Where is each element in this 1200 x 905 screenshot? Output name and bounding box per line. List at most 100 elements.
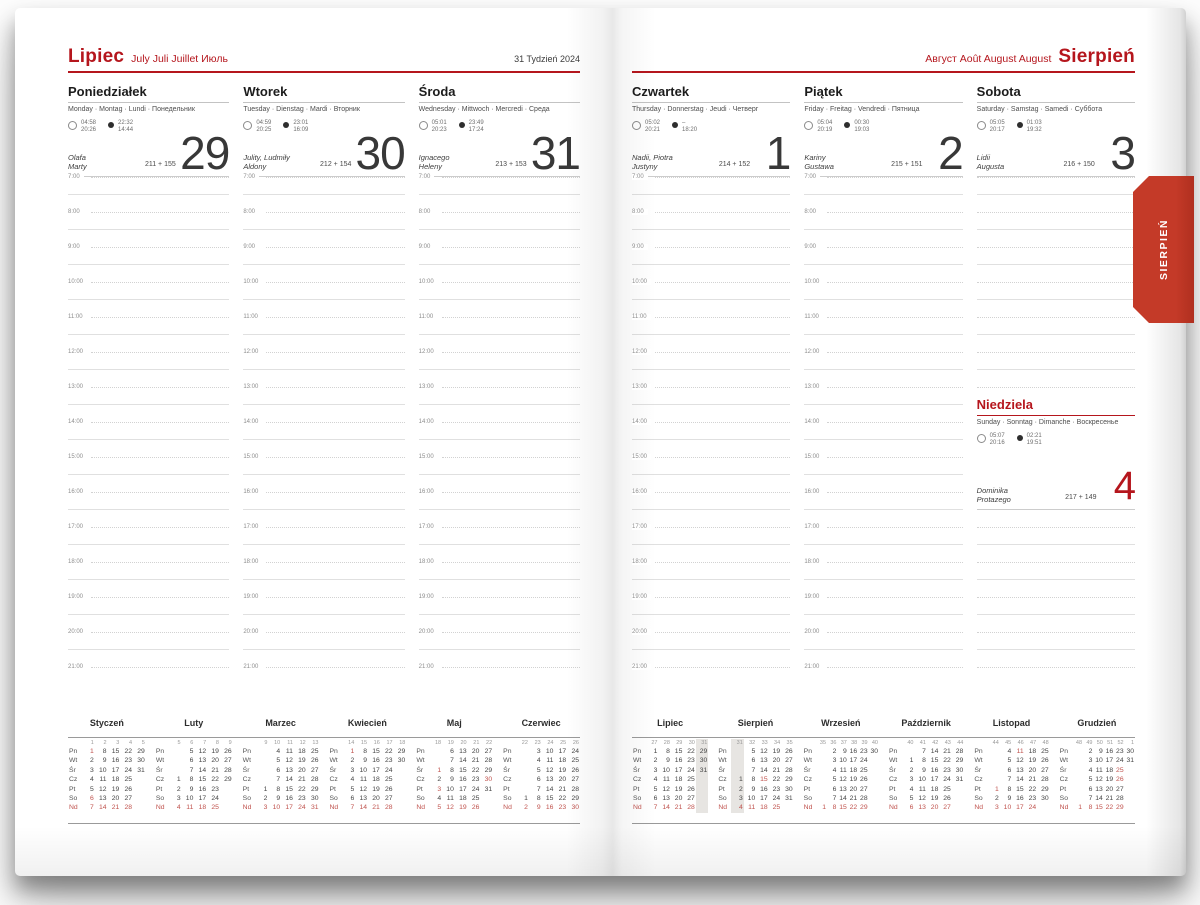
hour-label: 17:00 <box>632 524 652 530</box>
date-cell: 13 <box>918 804 926 812</box>
weekday-label: Pt <box>69 785 76 793</box>
moon-icon <box>1016 435 1023 441</box>
date-cell: 5 <box>751 748 756 755</box>
week-number: 15 <box>360 740 368 746</box>
date-cell <box>869 756 879 765</box>
week-number: 20 <box>460 740 467 746</box>
time-slot: 20:00 <box>804 629 963 667</box>
hour-label: 19:00 <box>68 594 88 600</box>
date-cell: 22 <box>1028 785 1037 793</box>
mini-calendar-kwiecien: Kwiecień 14 15 16 17 18 Pn 1 8 15 22 29 Wt 2 9 16 23 30 Śr… <box>329 718 407 813</box>
week-number: 10 <box>274 740 281 746</box>
weekday-label: So <box>718 795 727 803</box>
date-cell: 15 <box>372 748 380 755</box>
time-grid: 7:00 8:00 9:00 10:00 11:00 12:00 13:00 14:00 15:… <box>68 174 230 702</box>
weekday-label: Pt <box>974 785 981 793</box>
date-cell: 9 <box>666 757 670 765</box>
date-cell <box>695 803 709 813</box>
weekday-label: Wt <box>974 757 983 765</box>
hour-label: 15:00 <box>68 454 88 460</box>
date-cell: 16 <box>1105 748 1114 755</box>
date-cell <box>256 747 269 756</box>
time-slot: 15:00 <box>632 454 791 492</box>
month-tab-sierpien: SIERPIEŃ <box>1133 176 1194 323</box>
date-cell: 10 <box>98 766 107 774</box>
date-cell <box>781 803 794 812</box>
weekday-label: Wt <box>69 757 78 765</box>
hour-label: 9:00 <box>68 244 84 250</box>
day-name: Piątek <box>804 84 963 103</box>
time-slot: 15:00 <box>804 454 963 492</box>
moonset-time: 16:09 <box>293 126 309 133</box>
hour-label: 8:00 <box>243 209 260 215</box>
weekday-label: Wt <box>633 757 642 765</box>
hour-label: 15:00 <box>418 454 438 460</box>
date-cell: 29 <box>137 748 145 755</box>
date-cell: 28 <box>310 776 319 784</box>
date-cell: 26 <box>1041 757 1049 765</box>
date-cell: 21 <box>372 804 380 812</box>
date-cell: 4 <box>276 748 281 755</box>
date-cell: 20 <box>1105 785 1114 793</box>
sunset-time: 20:23 <box>431 126 447 133</box>
date-cell: 10 <box>839 757 847 765</box>
day-translations: Monday · Montag · Lundi · Понедельник <box>68 106 195 113</box>
date-cell: 20 <box>558 776 567 784</box>
date-cell <box>1125 766 1135 775</box>
date-cell: 16 <box>849 748 858 755</box>
hour-label: 8:00 <box>632 209 648 215</box>
sun-moon-times: 05:01 20:23 23:49 17:24 <box>418 120 580 133</box>
date-cell: 28 <box>224 766 232 774</box>
date-cell: 16 <box>1016 795 1024 803</box>
date-cell: 16 <box>285 795 293 803</box>
date-cell: 11 <box>918 785 926 793</box>
left-page-day-columns: Poniedziałek Monday · Montag · Lundi · П… <box>68 84 581 702</box>
date-cell: 30 <box>695 756 709 766</box>
hour-label: 10:00 <box>418 279 438 285</box>
date-cell: 11 <box>839 766 847 774</box>
moonrise-time: 23:01 <box>293 120 309 126</box>
date-cell <box>429 756 442 765</box>
date-cell: 15 <box>459 766 467 774</box>
weekday-label: Cz <box>69 776 78 784</box>
sunset-time: 20:21 <box>645 126 661 133</box>
date-cell: 30 <box>785 785 793 793</box>
date-cell <box>1073 766 1083 775</box>
date-cell: 1 <box>350 748 355 755</box>
date-cell <box>169 766 182 775</box>
hour-label: 7:00 <box>804 174 821 180</box>
date-cell: 19 <box>459 804 467 812</box>
date-cell: 14 <box>760 766 768 774</box>
date-cell: 13 <box>760 757 768 765</box>
time-slot: 18:00 <box>68 559 230 597</box>
time-slot: 10:00 <box>243 279 405 317</box>
date-cell: 10 <box>662 766 670 774</box>
date-cell: 24 <box>687 766 695 774</box>
day-of-year-counter: 216 + 150 <box>1063 161 1095 168</box>
day-translations: Sunday · Sonntag · Dimanche · Воскресень… <box>976 419 1119 426</box>
time-slot: 9:00 <box>418 244 581 282</box>
week-number: 42 <box>932 740 939 746</box>
date-cell: 4 <box>437 795 442 803</box>
weekday-label: Pn <box>803 748 812 755</box>
date-cell <box>817 794 827 803</box>
weekday-label: So <box>155 795 165 803</box>
date-cell: 29 <box>955 757 964 765</box>
date-cell: 14 <box>459 757 467 765</box>
hour-label: 15:00 <box>632 454 652 460</box>
day-column-czwartek: Czwartek Thursday · Donnerstag · Jeudi ·… <box>632 84 791 702</box>
date-cell: 5 <box>350 785 355 793</box>
time-slot: 18:00 <box>804 559 963 597</box>
date-cell: 2 <box>995 795 999 803</box>
date-cell: 22 <box>687 748 695 755</box>
date-cell: 2 <box>653 757 658 765</box>
date-cell: 16 <box>459 776 467 784</box>
date-cell <box>987 775 999 784</box>
date-cell: 5 <box>832 776 837 784</box>
week-number: 3 <box>116 740 120 746</box>
date-cell <box>133 785 146 794</box>
date-cell: 12 <box>662 785 670 793</box>
weekday-label: Wt <box>503 757 512 765</box>
sunrise-time: 05:07 <box>989 433 1005 439</box>
weekday-label: Śr <box>889 766 896 774</box>
